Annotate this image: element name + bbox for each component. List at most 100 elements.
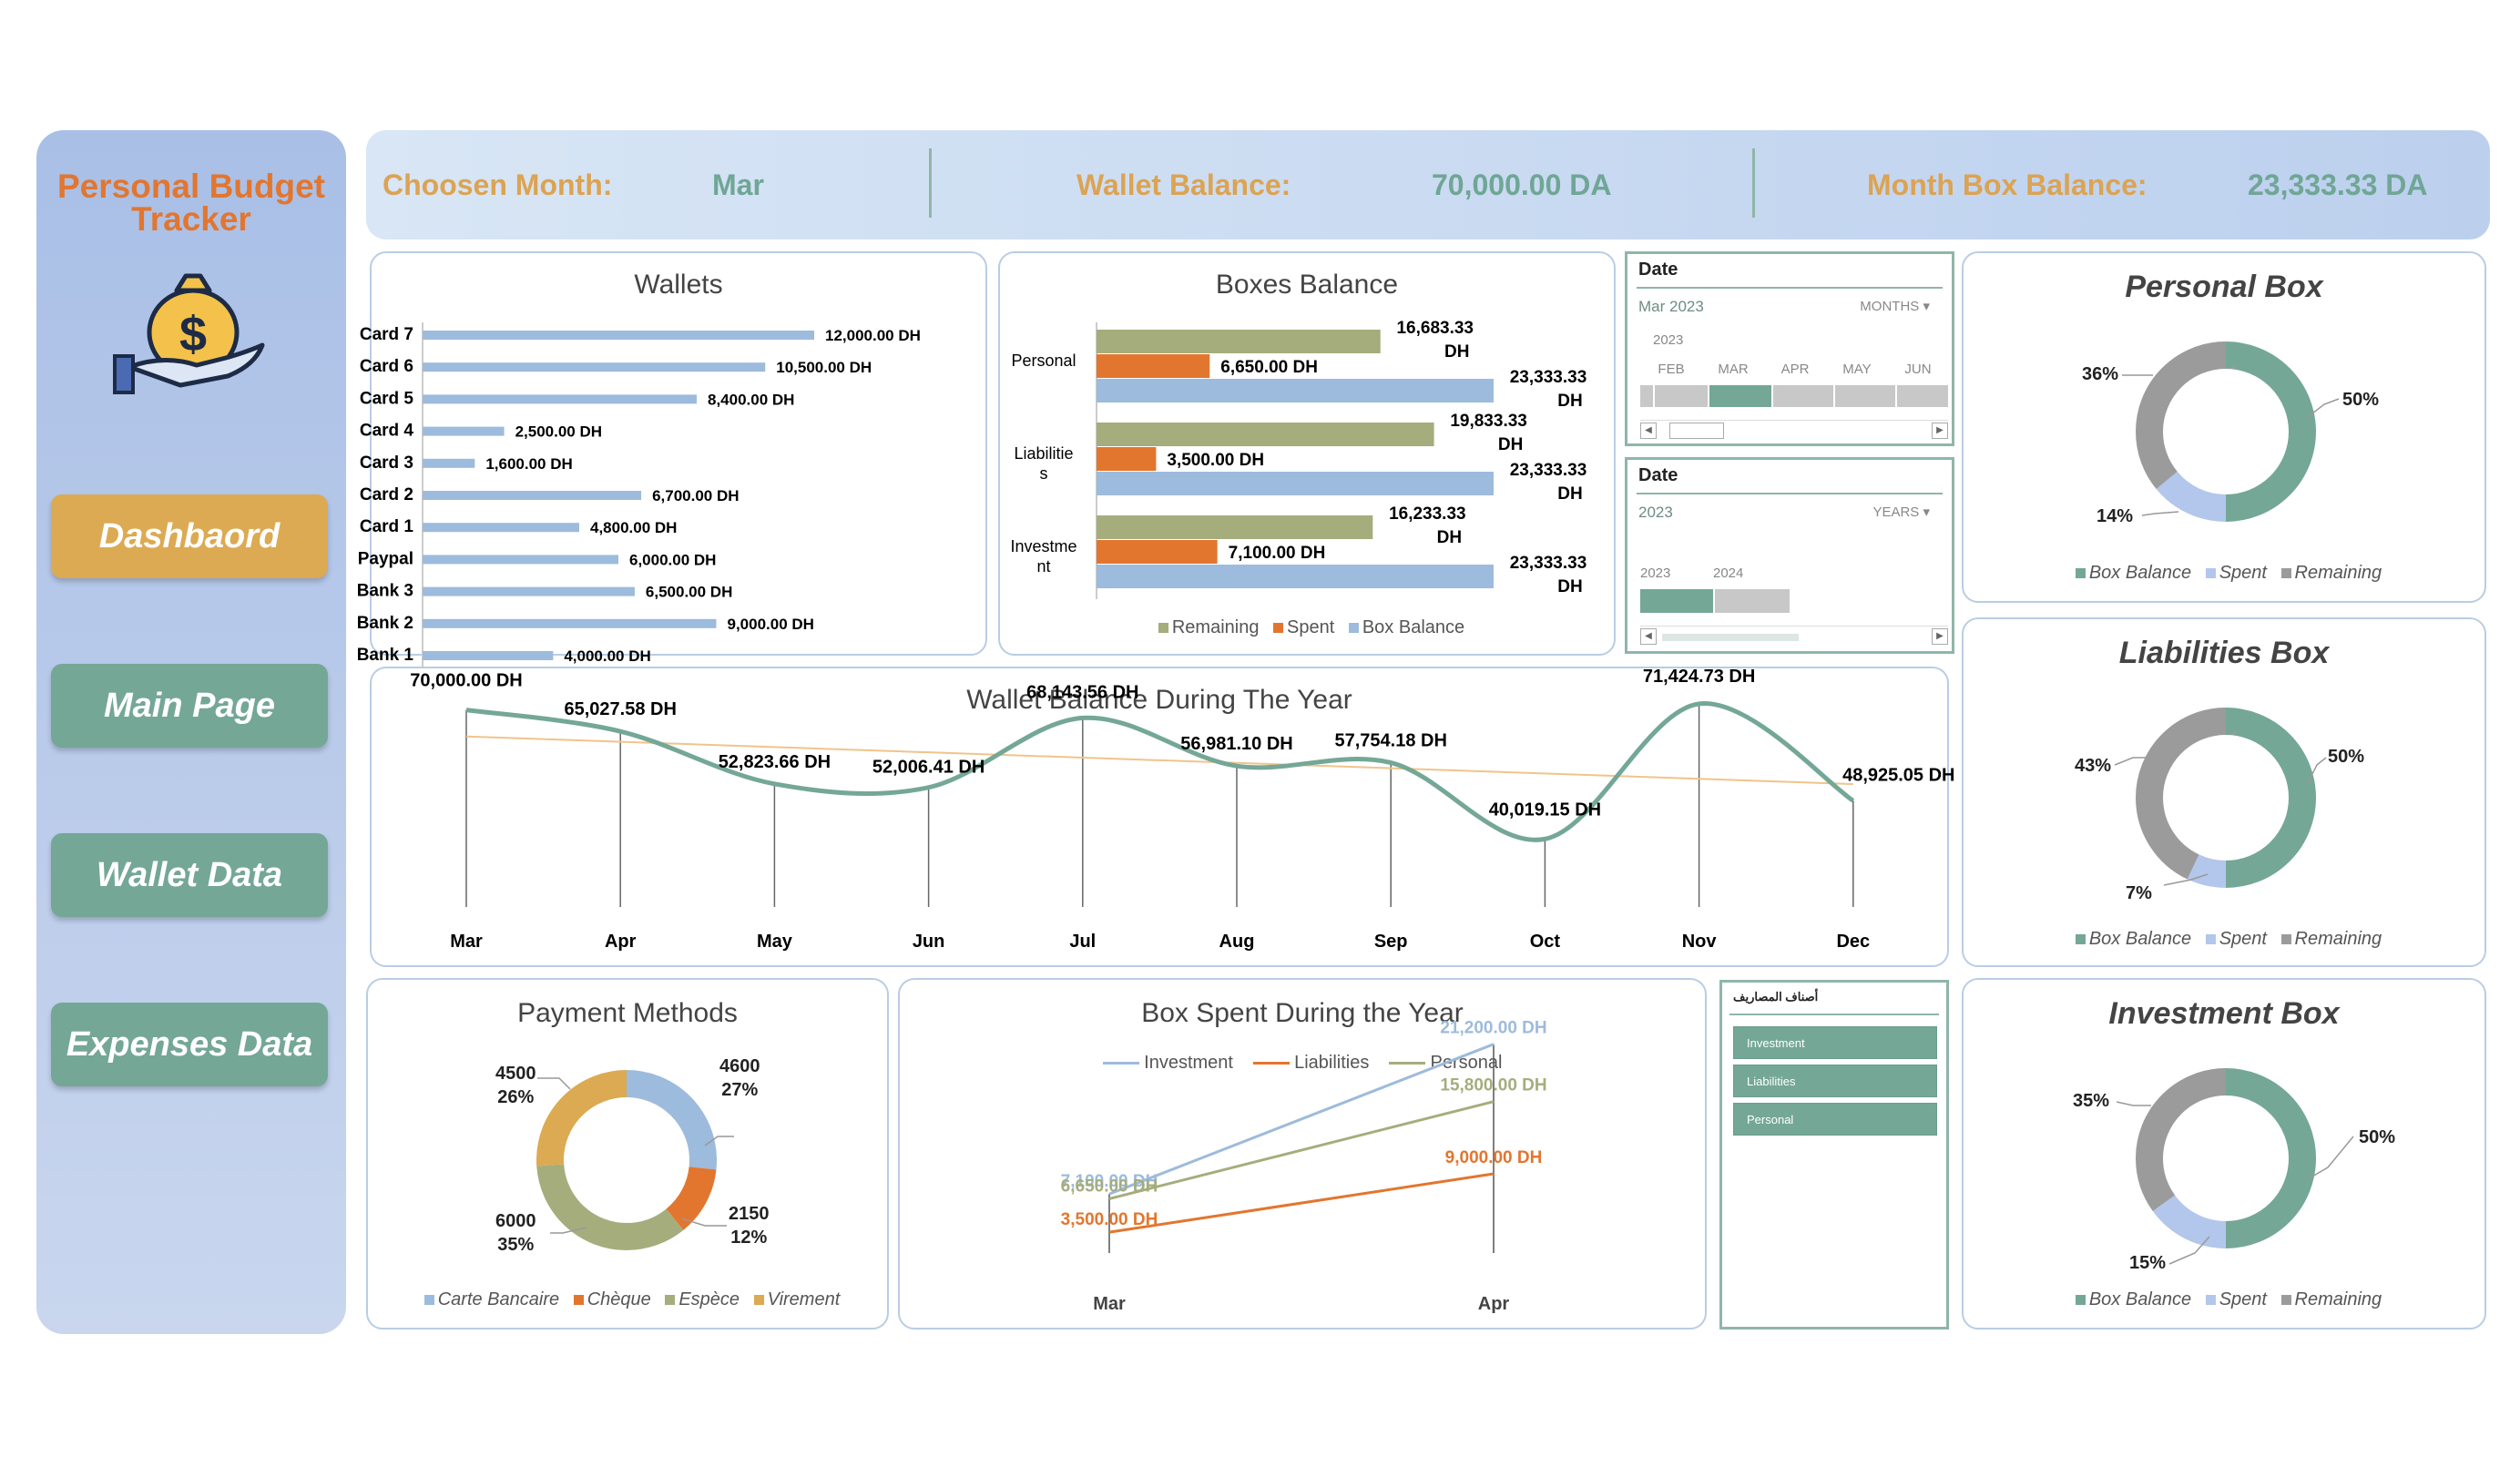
month-box-balance-label: Month Box Balance:: [1867, 168, 2148, 201]
scroll-thumb[interactable]: [1662, 634, 1799, 641]
chosen-month-label: Choosen Month:: [383, 168, 613, 201]
personal-box-legend: Box Balance Spent Remaining: [1964, 563, 2484, 584]
bar-remaining: [1097, 423, 1434, 446]
slicer-selection: Mar 2023: [1638, 298, 1704, 315]
timeline-bar[interactable]: [1640, 385, 1948, 407]
bar-box-balance: [1097, 565, 1494, 588]
legend-box-balance: Box Balance: [2088, 929, 2192, 949]
category-label: nt: [1036, 557, 1050, 576]
sidebar: Personal Budget Tracker $ Dashbaord Main…: [36, 130, 346, 1334]
spent-pct: 7%: [2126, 883, 2152, 903]
legend-remaining: Remaining: [2294, 929, 2382, 949]
time-level-label: YEARS: [1872, 504, 1920, 520]
leader-line: [2305, 1136, 2354, 1181]
year-label: 2023: [1640, 565, 1671, 581]
x-tick-label: Aug: [1219, 932, 1255, 952]
timeline-mar-selected[interactable]: [1709, 385, 1771, 407]
payment-legend: Carte Bancaire Chèque Espèce Virement: [368, 1289, 887, 1310]
boxes-balance-chart: Personal 16,683.33 DH 6,650.00 DH 23,333.33 D…: [1010, 319, 1586, 599]
time-level-dropdown[interactable]: MONTHS ▾: [1860, 298, 1930, 314]
wallet-bar: [423, 586, 635, 596]
box-balance-pct: 50%: [2359, 1127, 2396, 1147]
series-line-investment: [1108, 1043, 1495, 1196]
legend-box-balance: Box Balance: [1362, 617, 1465, 637]
scroll-left-icon[interactable]: ◀: [1640, 423, 1657, 439]
year-label: 2024: [1713, 565, 1744, 581]
liabilities-box-donut: [2114, 708, 2327, 888]
virement-value: 4500: [495, 1064, 536, 1084]
leader-line: [550, 1227, 587, 1234]
x-tick-label: Jul: [1069, 932, 1096, 952]
personal-box-title: Personal Box: [2125, 270, 2323, 304]
timeline-jun[interactable]: [1897, 385, 1948, 407]
spent-pct: 14%: [2097, 506, 2134, 526]
nav-expenses-data-button[interactable]: Expenses Data: [51, 1003, 328, 1086]
liabilities-box-card: Liabilities Box 43% 50% 7% Box Balance S…: [1962, 617, 2486, 967]
timeline-scrollbar[interactable]: ◀ ▶: [1640, 626, 1948, 645]
timeline-2023-selected[interactable]: [1640, 589, 1713, 613]
data-label: 19,833.33: [1450, 412, 1527, 431]
leader-line: [680, 1218, 727, 1227]
time-level-dropdown[interactable]: YEARS ▾: [1872, 504, 1930, 520]
scroll-right-icon[interactable]: ▶: [1932, 628, 1948, 645]
scroll-left-icon[interactable]: ◀: [1640, 628, 1657, 645]
nav-wallet-data-button[interactable]: Wallet Data: [51, 833, 328, 917]
investment-box-card: Investment Box 35% 50% 15% Box Balance S…: [1962, 978, 2486, 1330]
timeline-feb[interactable]: [1655, 385, 1708, 407]
wallet-bar: [423, 394, 697, 404]
slicer-item-personal[interactable]: Personal: [1733, 1103, 1937, 1136]
cheque-pct: 12%: [730, 1228, 768, 1248]
wallet-bar: [423, 331, 814, 340]
wallet-balance-line: [465, 701, 1855, 842]
svg-text:$: $: [179, 307, 207, 362]
data-label: 7,100.00 DH: [1061, 1172, 1158, 1191]
data-label: 40,019.15 DH: [1489, 800, 1601, 820]
data-label: 10,500.00 DH: [776, 359, 872, 376]
payment-methods-card: Payment Methods 4500 26% 4600 27% 2150 12% …: [366, 978, 889, 1330]
nav-main-page-button[interactable]: Main Page: [51, 664, 328, 748]
timeline-apr[interactable]: [1773, 385, 1833, 407]
app-title: Personal Budget Tracker: [57, 168, 325, 238]
data-label: 70,000.00 DH: [410, 671, 522, 691]
x-tick-label: Mar: [1093, 1294, 1126, 1314]
time-level-label: MONTHS: [1860, 299, 1920, 314]
chevron-down-icon: ▾: [1923, 504, 1930, 520]
scroll-right-icon[interactable]: ▶: [1932, 423, 1948, 439]
data-label: 56,981.10 DH: [1180, 734, 1292, 754]
data-label: 21,200.00 DH: [1440, 1019, 1546, 1038]
money-bag-icon: $: [113, 273, 265, 394]
leader-line: [2307, 398, 2340, 418]
data-label: 3,500.00 DH: [1061, 1210, 1158, 1229]
legend-spent: Spent: [2219, 563, 2267, 583]
wallet-bar: [423, 618, 717, 628]
x-tick-label: Apr: [605, 932, 637, 952]
slicer-item-liabilities[interactable]: Liabilities: [1733, 1065, 1937, 1097]
timeline-scrollbar[interactable]: ◀ ▶: [1640, 420, 1948, 439]
data-label: 9,000.00 DH: [728, 616, 814, 633]
timeline-2024[interactable]: [1715, 589, 1790, 613]
x-tick-label: Oct: [1530, 932, 1561, 952]
box-balance-pct: 50%: [2328, 747, 2365, 767]
nav-dashboard-button[interactable]: Dashbaord: [51, 494, 328, 578]
payment-methods-chart: [536, 1070, 734, 1250]
label-espece: 6000 35%: [495, 1209, 536, 1257]
legend-personal: Personal: [1430, 1053, 1503, 1073]
scroll-thumb[interactable]: [1669, 423, 1724, 439]
personal-box-card: Personal Box 36% 50% 14% Box Balance Spe…: [1962, 251, 2486, 603]
data-label: 4,800.00 DH: [590, 519, 677, 536]
bar-spent: [1097, 447, 1157, 471]
legend-box-balance: Box Balance: [2088, 563, 2192, 583]
slicer-item-investment[interactable]: Investment: [1733, 1026, 1937, 1059]
category-label: Card 3: [360, 453, 413, 473]
x-tick-label: Apr: [1478, 1294, 1510, 1314]
data-label: 1,600.00 DH: [485, 455, 572, 473]
cb-value: 4600: [719, 1056, 760, 1076]
category-label: Card 4: [360, 422, 414, 441]
timeline-may[interactable]: [1835, 385, 1895, 407]
x-tick-label: Jun: [913, 932, 945, 952]
legend-spent: Spent: [1287, 617, 1335, 637]
label-cheque: 2150 12%: [729, 1202, 770, 1249]
category-label: Investme: [1010, 537, 1076, 555]
data-label-unit: DH: [1557, 392, 1582, 411]
legend-investment-line: [1102, 1062, 1139, 1065]
